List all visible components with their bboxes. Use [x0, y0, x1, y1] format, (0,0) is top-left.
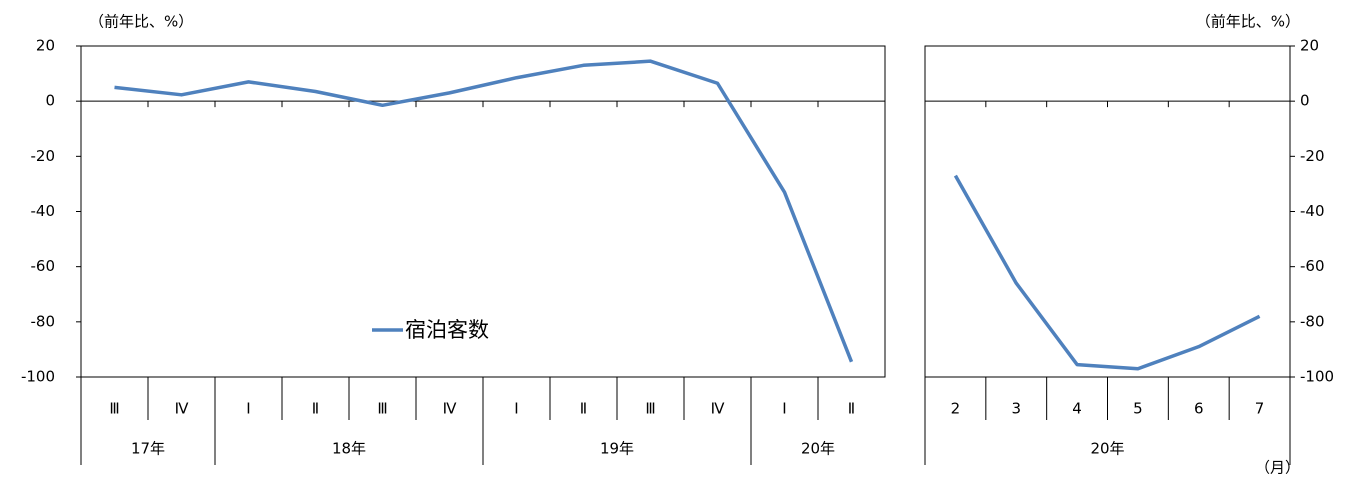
group-label: 20年 [1090, 440, 1124, 458]
y-tick-label: 0 [1300, 92, 1310, 110]
y-tick-label: -80 [31, 312, 56, 330]
x-tick-label: Ⅱ [312, 400, 319, 418]
x-tick-label: 3 [1011, 400, 1021, 418]
x-tick-label: 6 [1194, 400, 1204, 418]
x-tick-label: 7 [1255, 400, 1265, 418]
y-axis-label: （前年比、%） [1196, 13, 1300, 31]
x-tick-label: Ⅳ [443, 400, 457, 418]
y-tick-label: -100 [1300, 368, 1334, 386]
y-tick-label: -40 [31, 202, 56, 220]
y-tick-label: -20 [31, 147, 56, 165]
x-axis-label: （月） [1255, 459, 1300, 477]
y-tick-label: -20 [1300, 147, 1325, 165]
x-tick-label: Ⅳ [711, 400, 725, 418]
y-tick-label: -60 [1300, 257, 1325, 275]
y-axis-label: （前年比、%） [89, 13, 193, 31]
group-label: 17年 [131, 440, 165, 458]
y-tick-label: -100 [21, 368, 55, 386]
y-tick-label: -80 [1300, 312, 1325, 330]
group-label: 18年 [332, 440, 366, 458]
data-line [114, 59, 854, 363]
group-label: 20年 [801, 440, 835, 458]
y-tick-label: -40 [1300, 202, 1325, 220]
x-tick-label: 2 [951, 400, 961, 418]
y-tick-label: 0 [45, 92, 55, 110]
x-tick-label: Ⅲ [645, 400, 655, 418]
x-tick-label: Ⅲ [109, 400, 119, 418]
x-tick-label: Ⅱ [848, 400, 855, 418]
group-label: 19年 [600, 440, 634, 458]
y-tick-label: -60 [31, 257, 56, 275]
x-tick-label: Ⅲ [377, 400, 387, 418]
x-tick-label: 4 [1072, 400, 1082, 418]
x-tick-label: 5 [1133, 400, 1143, 418]
x-tick-label: Ⅰ [246, 400, 250, 418]
legend-label: 宿泊客数 [405, 318, 489, 342]
y-tick-label: 20 [36, 37, 55, 55]
data-line [953, 174, 1261, 371]
x-tick-label: Ⅰ [782, 400, 786, 418]
x-tick-label: Ⅳ [175, 400, 189, 418]
x-tick-label: Ⅰ [514, 400, 518, 418]
x-tick-label: Ⅱ [580, 400, 587, 418]
y-tick-label: 20 [1300, 37, 1319, 55]
